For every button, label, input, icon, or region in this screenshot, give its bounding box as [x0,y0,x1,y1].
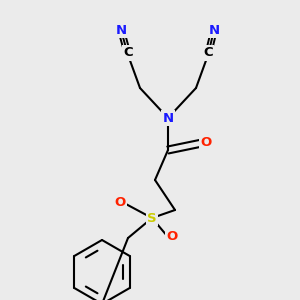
Text: C: C [123,46,133,59]
Text: O: O [114,196,126,209]
Text: O: O [200,136,211,149]
Text: S: S [147,212,157,224]
Text: C: C [203,46,213,59]
Text: N: N [162,112,174,124]
Text: N: N [208,23,220,37]
Text: N: N [116,23,127,37]
Text: O: O [167,230,178,244]
